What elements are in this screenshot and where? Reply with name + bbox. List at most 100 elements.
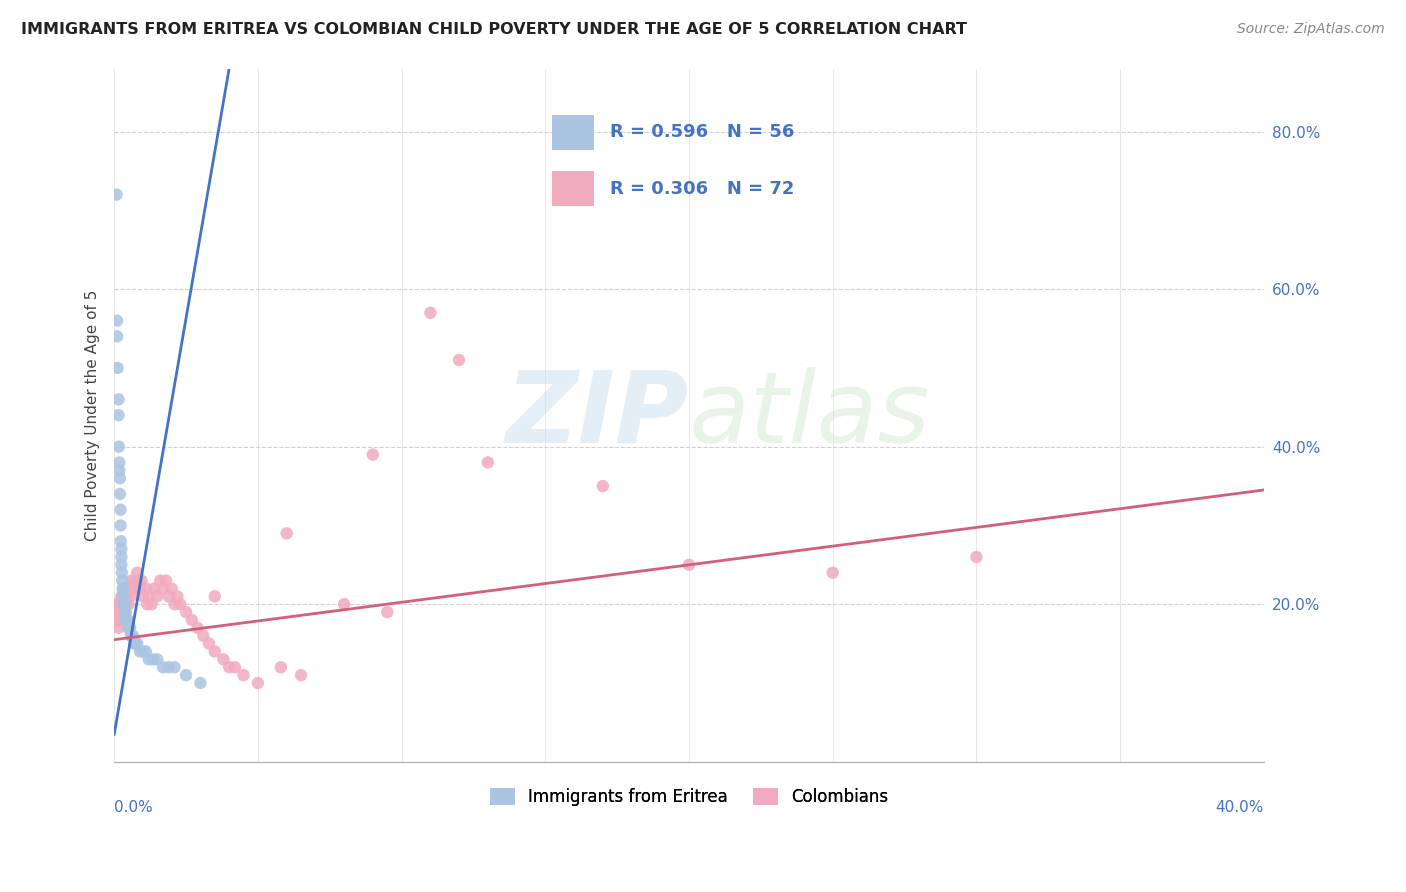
Point bbox=[111, 597, 134, 611]
Point bbox=[127, 637, 149, 651]
Point bbox=[127, 566, 149, 580]
Point bbox=[112, 597, 135, 611]
Point bbox=[169, 597, 191, 611]
Point bbox=[117, 597, 139, 611]
Point bbox=[246, 676, 269, 690]
Point bbox=[108, 471, 131, 485]
Point bbox=[190, 676, 212, 690]
Point bbox=[125, 637, 148, 651]
Point bbox=[477, 455, 499, 469]
Point bbox=[138, 590, 160, 604]
Point bbox=[108, 487, 131, 501]
Point bbox=[163, 660, 186, 674]
Point bbox=[122, 582, 145, 596]
Point bbox=[375, 605, 398, 619]
Point bbox=[111, 582, 134, 596]
Point bbox=[115, 613, 138, 627]
Point bbox=[105, 187, 128, 202]
Text: atlas: atlas bbox=[689, 367, 931, 464]
Point bbox=[212, 652, 235, 666]
Point bbox=[120, 629, 142, 643]
Point bbox=[118, 582, 141, 596]
Point bbox=[110, 518, 132, 533]
Point bbox=[117, 621, 139, 635]
Point bbox=[125, 582, 148, 596]
Legend: Immigrants from Eritrea, Colombians: Immigrants from Eritrea, Colombians bbox=[484, 780, 896, 813]
Point bbox=[120, 590, 142, 604]
Point bbox=[107, 440, 129, 454]
Point bbox=[112, 590, 135, 604]
Point bbox=[117, 621, 139, 635]
Point bbox=[129, 582, 152, 596]
Point bbox=[152, 582, 174, 596]
Point bbox=[180, 613, 202, 627]
Point bbox=[128, 574, 150, 588]
Point bbox=[146, 652, 169, 666]
Point bbox=[108, 463, 131, 477]
Point bbox=[276, 526, 298, 541]
Point bbox=[270, 660, 292, 674]
Point bbox=[111, 597, 134, 611]
Point bbox=[111, 566, 134, 580]
Point bbox=[110, 549, 132, 564]
Point bbox=[135, 644, 157, 658]
Point bbox=[120, 574, 142, 588]
Text: 0.0%: 0.0% bbox=[114, 800, 153, 815]
Point bbox=[160, 582, 183, 596]
Point bbox=[114, 582, 136, 596]
Point bbox=[290, 668, 312, 682]
Point bbox=[174, 605, 197, 619]
Point bbox=[111, 582, 134, 596]
Point bbox=[449, 353, 471, 368]
Point bbox=[186, 621, 208, 635]
Point bbox=[131, 574, 153, 588]
Point bbox=[224, 660, 246, 674]
Point bbox=[118, 621, 141, 635]
Text: ZIP: ZIP bbox=[506, 367, 689, 464]
Point bbox=[152, 660, 174, 674]
Point bbox=[141, 597, 163, 611]
Point bbox=[110, 534, 132, 549]
Point bbox=[678, 558, 700, 572]
Point bbox=[118, 621, 141, 635]
Point bbox=[120, 629, 142, 643]
Point bbox=[107, 597, 129, 611]
Point bbox=[107, 360, 129, 375]
Point bbox=[155, 574, 177, 588]
Point bbox=[117, 582, 139, 596]
Point bbox=[138, 652, 160, 666]
Y-axis label: Child Poverty Under the Age of 5: Child Poverty Under the Age of 5 bbox=[86, 290, 100, 541]
Point bbox=[114, 605, 136, 619]
Point bbox=[111, 613, 134, 627]
Point bbox=[114, 605, 136, 619]
Point bbox=[218, 660, 240, 674]
Point bbox=[821, 566, 844, 580]
Point bbox=[110, 542, 132, 557]
Point bbox=[105, 329, 128, 343]
Point bbox=[142, 652, 165, 666]
Point bbox=[107, 621, 129, 635]
Text: IMMIGRANTS FROM ERITREA VS COLOMBIAN CHILD POVERTY UNDER THE AGE OF 5 CORRELATIO: IMMIGRANTS FROM ERITREA VS COLOMBIAN CHI… bbox=[21, 22, 967, 37]
Point bbox=[110, 502, 132, 516]
Point bbox=[110, 605, 132, 619]
Point bbox=[104, 597, 127, 611]
Point bbox=[107, 408, 129, 422]
Point bbox=[107, 613, 129, 627]
Point bbox=[157, 590, 180, 604]
Point bbox=[110, 558, 132, 572]
Point bbox=[115, 597, 138, 611]
Point bbox=[115, 613, 138, 627]
Point bbox=[115, 613, 138, 627]
Point bbox=[149, 574, 172, 588]
Point bbox=[166, 590, 188, 604]
Point bbox=[592, 479, 614, 493]
Point bbox=[111, 590, 134, 604]
Text: 40.0%: 40.0% bbox=[1216, 800, 1264, 815]
Point bbox=[157, 660, 180, 674]
Point bbox=[117, 613, 139, 627]
Point bbox=[204, 644, 226, 658]
Point bbox=[108, 597, 131, 611]
Point bbox=[124, 637, 146, 651]
Point bbox=[129, 644, 152, 658]
Point bbox=[361, 448, 384, 462]
